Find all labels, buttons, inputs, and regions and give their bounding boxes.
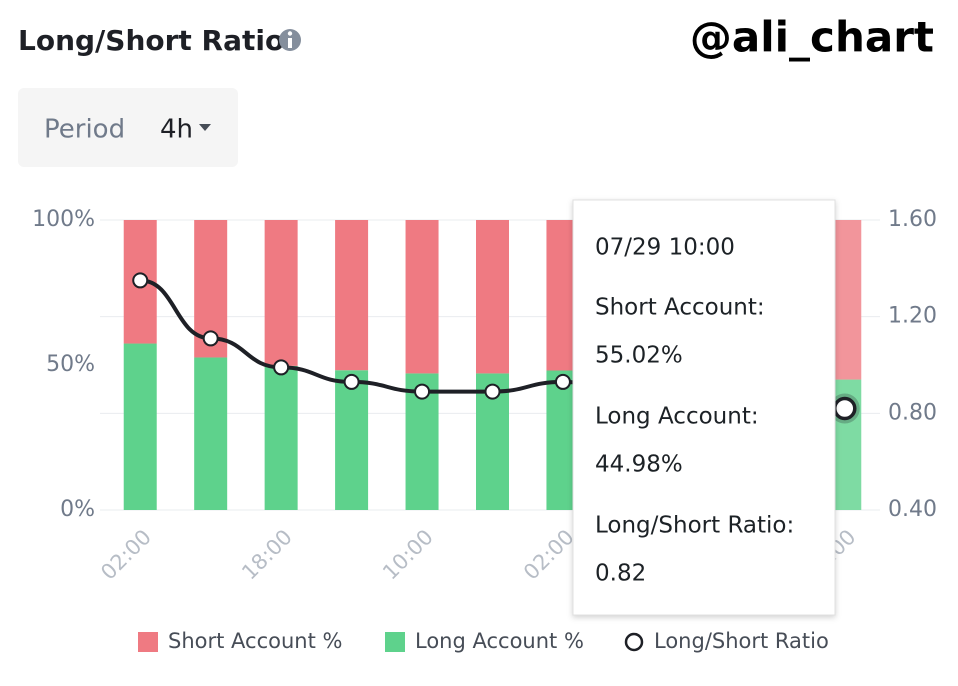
tooltip-label: Short Account:: [595, 295, 765, 321]
ratio-marker: [132, 272, 149, 289]
ratio-marker: [343, 373, 360, 390]
y2-tick-label: 1.20: [888, 304, 937, 329]
period-value: 4h: [160, 115, 193, 145]
x-tick-label: 10:00: [378, 525, 438, 585]
bar-segment: [123, 343, 157, 510]
tooltip-label: Long/Short Ratio:: [595, 513, 794, 539]
bar-segment: [405, 220, 439, 374]
bar-segment: [264, 365, 298, 510]
info-icon[interactable]: [279, 29, 301, 51]
watermark: @ali_chart: [690, 13, 934, 62]
bar-segment: [194, 357, 228, 510]
period-label: Period: [44, 115, 125, 145]
legend-label: Long Account %: [415, 629, 584, 653]
y-tick-label: 100%: [32, 207, 95, 232]
x-tick-label: 18:00: [237, 525, 297, 585]
ratio-marker: [273, 359, 290, 376]
ratio-marker: [202, 330, 219, 347]
y-tick-label: 50%: [46, 352, 95, 377]
tooltip-value: 0.82: [595, 561, 646, 587]
bar-segment: [335, 370, 369, 510]
bar-segment: [335, 220, 369, 371]
legend-symbol: [385, 632, 405, 652]
x-tick-label: 02:00: [96, 525, 156, 585]
tooltip-label: Long Account:: [595, 404, 759, 430]
legend-symbol: [138, 632, 158, 652]
ratio-marker: [484, 383, 501, 400]
y2-tick-label: 0.40: [888, 497, 937, 522]
tooltip-box: [572, 199, 836, 616]
x-tick-label: 02:00: [519, 525, 579, 585]
title: Long/Short Ratio: [18, 24, 284, 57]
bar-segment: [476, 220, 509, 374]
tooltip-value: 44.98%: [595, 452, 683, 478]
y-tick-label: 0%: [60, 497, 95, 522]
bar-segment: [264, 220, 298, 366]
tooltip-value: 55.02%: [595, 343, 683, 369]
ratio-marker: [833, 396, 857, 421]
y2-tick-label: 1.60: [888, 207, 937, 232]
ratio-marker: [554, 373, 571, 390]
period-selector[interactable]: Period 4h: [18, 88, 238, 167]
tooltip-title: 07/29 10:00: [595, 235, 735, 261]
ratio-marker: [414, 383, 431, 400]
legend-label: Long/Short Ratio: [654, 629, 829, 653]
legend-label: Short Account %: [168, 629, 342, 653]
y2-tick-label: 0.80: [888, 400, 937, 425]
legend-symbol: [624, 632, 644, 652]
